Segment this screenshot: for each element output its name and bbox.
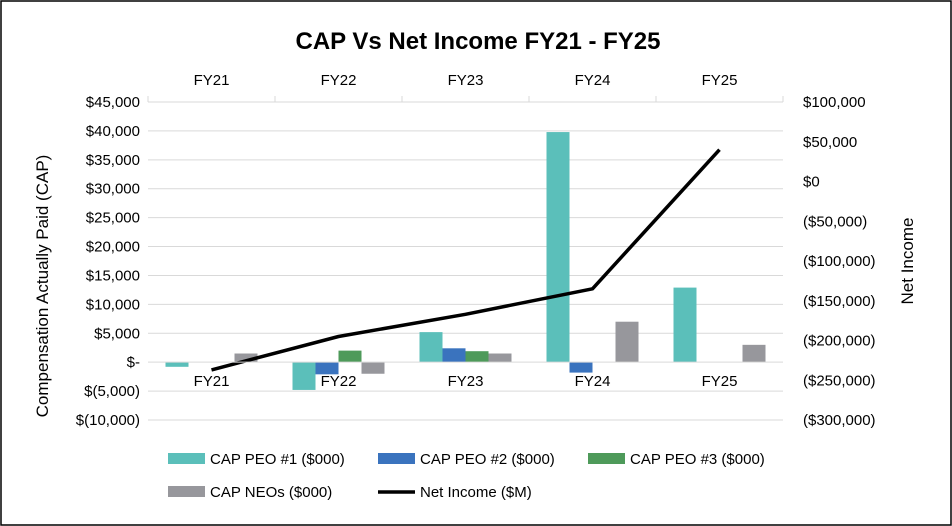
bar-cap-neos <box>361 362 385 374</box>
bar-cap-peo-2 <box>315 362 339 375</box>
left-tick-label: $25,000 <box>86 210 140 227</box>
chart-title: CAP Vs Net Income FY21 - FY25 <box>295 28 660 55</box>
bars <box>165 132 766 390</box>
right-axis-ticks: $100,000 $50,000 $0 ($50,000) ($100,000) ($15… <box>803 94 876 429</box>
bar-cap-neos <box>742 344 766 363</box>
left-tick-label: $(5,000) <box>84 383 140 400</box>
legend-swatch <box>168 453 205 464</box>
bar-cap-peo-1 <box>292 362 316 390</box>
category-label: FY22 <box>321 373 357 390</box>
category-ticks-top: FY21 FY22 FY23 FY24 FY25 <box>147 72 784 102</box>
right-tick-label: ($250,000) <box>803 372 876 389</box>
right-tick-label: ($200,000) <box>803 333 876 350</box>
bar-cap-peo-1 <box>419 332 443 363</box>
right-tick-label: ($150,000) <box>803 293 876 310</box>
category-label-top: FY22 <box>321 72 357 89</box>
legend-label: CAP PEO #3 ($000) <box>630 451 765 468</box>
net-income-line <box>211 148 721 372</box>
right-tick-label: $0 <box>803 174 820 191</box>
legend-swatch <box>378 453 415 464</box>
legend-label: Net Income ($M) <box>420 484 532 501</box>
right-tick-label: $50,000 <box>803 134 857 151</box>
left-tick-label: $45,000 <box>86 94 140 111</box>
bar-cap-neos <box>488 353 512 363</box>
bar-cap-peo-1 <box>165 362 189 367</box>
left-tick-label: $20,000 <box>86 239 140 256</box>
left-tick-label: $40,000 <box>86 123 140 140</box>
legend-swatch <box>168 486 205 497</box>
right-tick-label: ($300,000) <box>803 412 876 429</box>
right-axis-title: Net Income <box>898 218 917 305</box>
category-ticks-zero: FY21 FY22 FY23 FY24 FY25 <box>194 373 738 390</box>
left-tick-label: $10,000 <box>86 296 140 313</box>
bar-cap-neos <box>234 353 258 363</box>
category-label-top: FY21 <box>194 72 230 89</box>
left-tick-label: $15,000 <box>86 267 140 284</box>
left-tick-label: $35,000 <box>86 152 140 169</box>
left-axis-ticks: $45,000 $40,000 $35,000 $30,000 $25,000 $20,0… <box>76 94 140 429</box>
bar-cap-peo-1 <box>546 132 570 363</box>
left-axis-title: Compensation Actually Paid (CAP) <box>33 155 52 418</box>
legend-swatch <box>588 453 625 464</box>
legend: CAP PEO #1 ($000) CAP PEO #2 ($000) CAP PE… <box>168 451 765 501</box>
bar-cap-peo-2 <box>569 362 593 373</box>
gridlines <box>148 101 783 421</box>
legend-label: CAP PEO #2 ($000) <box>420 451 555 468</box>
right-tick-label: ($100,000) <box>803 253 876 270</box>
bar-cap-peo-3 <box>465 351 489 363</box>
left-tick-label: $- <box>127 354 140 371</box>
bar-cap-neos <box>615 321 639 363</box>
bar-cap-peo-1 <box>673 287 697 363</box>
right-tick-label: ($50,000) <box>803 213 867 230</box>
legend-label: CAP NEOs ($000) <box>210 484 332 501</box>
legend-label: CAP PEO #1 ($000) <box>210 451 345 468</box>
left-tick-label: $30,000 <box>86 181 140 198</box>
bar-cap-peo-2 <box>442 348 466 363</box>
category-label: FY23 <box>448 373 484 390</box>
category-label: FY25 <box>702 373 738 390</box>
category-label-top: FY24 <box>575 72 611 89</box>
category-label: FY21 <box>194 373 230 390</box>
right-tick-label: $100,000 <box>803 94 866 111</box>
left-tick-label: $5,000 <box>94 325 140 342</box>
category-label-top: FY23 <box>448 72 484 89</box>
left-tick-label: $(10,000) <box>76 412 140 429</box>
category-label: FY24 <box>575 373 611 390</box>
category-label-top: FY25 <box>702 72 738 89</box>
bar-cap-peo-3 <box>338 350 362 363</box>
